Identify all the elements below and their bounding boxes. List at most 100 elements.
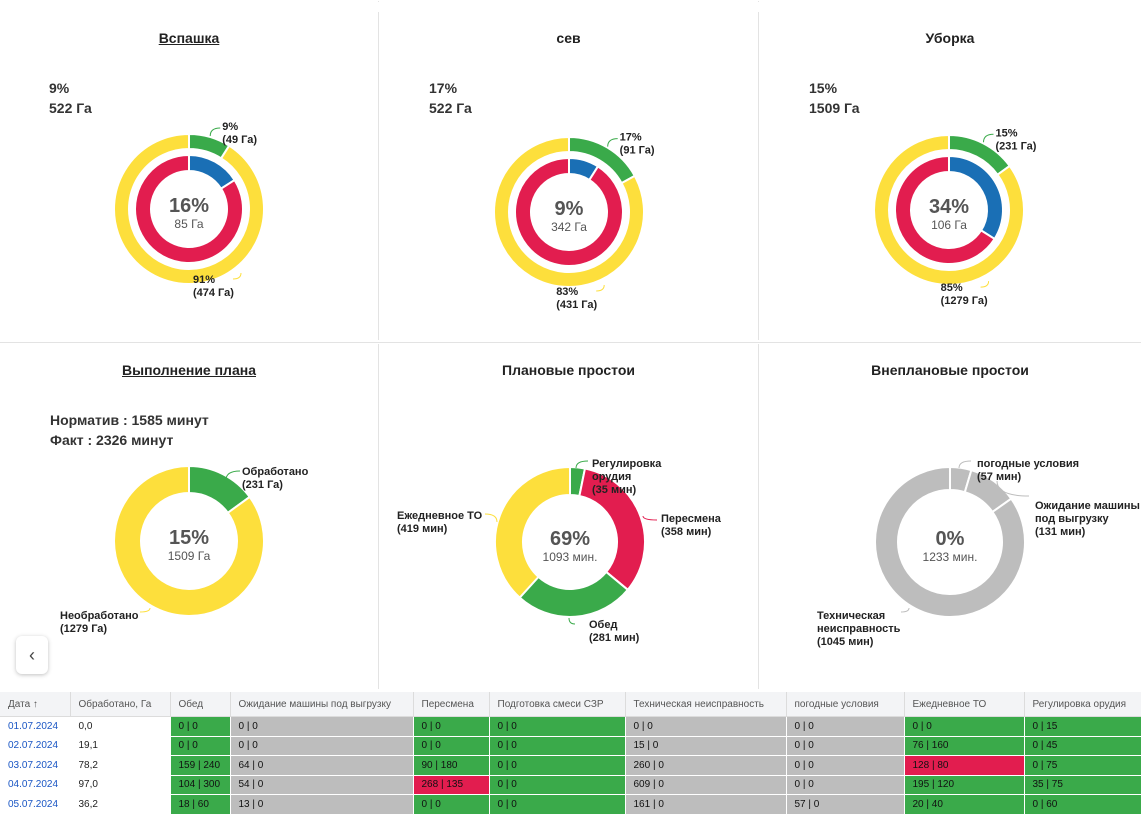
inner-slice[interactable]: [514, 156, 624, 267]
table-cell: 15 | 0: [625, 736, 787, 756]
column-header[interactable]: Ежедневное ТО: [904, 692, 1025, 717]
column-header[interactable]: погодные условия: [786, 692, 905, 717]
plan-slice[interactable]: [113, 464, 265, 617]
outer-slice[interactable]: [873, 133, 1025, 286]
donut-chart-vspashka: 16%85 Га 9% (49 Га) 91% (474 Га): [113, 121, 265, 299]
slice-label: 85% (1279 Га): [941, 282, 988, 307]
donut-chart-uborka: 34%106 Га 15% (231 Га) 85% (1279 Га): [873, 127, 1037, 307]
inner-slice[interactable]: [894, 154, 996, 265]
table-cell: 268 | 135: [413, 775, 490, 795]
column-header[interactable]: Техническая неисправность: [625, 692, 787, 717]
panel-sev: сев 17% 522 Га 9% 342 Га 17% (91 Га) 83% (431…: [379, 0, 758, 340]
percent-stat: 9%: [49, 80, 70, 96]
column-header[interactable]: Обработано, Га: [70, 692, 171, 717]
area-stat: 522 Га: [429, 100, 472, 116]
divider: [378, 12, 379, 340]
panel-title[interactable]: Вспашка: [158, 30, 220, 46]
column-header[interactable]: Пересмена: [413, 692, 490, 717]
slice-label: 91% (474 Га): [193, 274, 234, 299]
table-cell: 0 | 0: [786, 736, 905, 756]
percent-stat: 15%: [809, 80, 838, 96]
table-cell: 0 | 15: [1024, 716, 1141, 737]
area-stat: 1509 Га: [809, 100, 860, 116]
center-percent: 16%: [169, 195, 209, 217]
divider: [758, 344, 759, 689]
center-value: 1233 мин.: [923, 550, 978, 564]
donut-hole: [533, 176, 605, 248]
donut-hole: [153, 173, 225, 245]
leader-line: [209, 127, 221, 137]
table-cell: 195 | 120: [904, 775, 1025, 795]
table-row[interactable]: 04.07.2024 97,0 104 | 300 54 | 0 268 | 135 0 …: [0, 775, 1141, 795]
slice-label: Обед (281 мин): [589, 619, 640, 644]
table-cell: 0 | 0: [904, 716, 1025, 737]
table-cell: 0 | 0: [489, 716, 626, 737]
leader-line: [980, 281, 990, 288]
center-percent: 34%: [929, 196, 969, 218]
column-header[interactable]: Дата ↑: [0, 692, 71, 717]
planned-slice[interactable]: [578, 467, 646, 592]
table-cell: 0 | 0: [170, 736, 231, 756]
date-link[interactable]: 02.07.2024: [0, 736, 71, 756]
column-header[interactable]: Подготовка смеси СЗР: [489, 692, 626, 717]
donut-hole: [913, 174, 985, 246]
table-cell: 18 | 60: [170, 794, 231, 815]
slice-label: погодные условия (57 мин): [977, 458, 1079, 483]
leader-line: [139, 607, 151, 613]
outer-slice[interactable]: [113, 132, 265, 285]
slice-label: 83% (431 Га): [556, 286, 597, 311]
table-cell: 0 | 0: [786, 716, 905, 737]
unplanned-slice[interactable]: [874, 465, 1026, 618]
panel-plan: Выполнение плана Норматив : 1585 минут Ф…: [0, 344, 378, 689]
column-header[interactable]: Обед: [170, 692, 231, 717]
leader-line: [568, 617, 576, 625]
column-header[interactable]: Регулировка орудия: [1024, 692, 1141, 717]
center-value: 85 Га: [174, 217, 204, 231]
panel-title: Уборка: [925, 30, 975, 46]
donut-chart-plan: 15%1509 Га Обработано (231 Га) Необработано…: [60, 464, 309, 635]
fact-stat: Факт : 2326 минут: [50, 432, 174, 448]
date-link[interactable]: 03.07.2024: [0, 755, 71, 776]
date-link[interactable]: 04.07.2024: [0, 775, 71, 795]
panel-title[interactable]: Выполнение плана: [122, 362, 256, 378]
leader-line: [900, 607, 910, 613]
back-button[interactable]: ‹: [16, 636, 48, 674]
inner-slice[interactable]: [134, 153, 244, 264]
date-link[interactable]: 05.07.2024: [0, 794, 71, 815]
center-percent: 15%: [169, 527, 209, 549]
center-percent: 69%: [550, 528, 590, 550]
leader-line: [575, 460, 589, 469]
planned-slice[interactable]: [494, 465, 571, 600]
table-cell: 128 | 80: [904, 755, 1025, 776]
leader-line: [484, 513, 498, 523]
outer-slice[interactable]: [493, 135, 645, 288]
divider: [758, 12, 759, 340]
table-header: Дата ↑ Обработано, Га Обед Ожидание машины …: [0, 692, 1141, 717]
table-cell: 104 | 300: [170, 775, 231, 795]
leader-line: [225, 470, 241, 481]
panel-title: Внеплановые простои: [871, 362, 1029, 378]
slice-label: Регулировка орудия (35 мин): [592, 458, 662, 496]
column-header[interactable]: Ожидание машины под выгрузку: [230, 692, 414, 717]
leader-line: [596, 284, 605, 292]
center-percent: 0%: [936, 528, 965, 550]
slice-label: 17% (91 Га): [620, 132, 655, 157]
table-cell: 76 | 160: [904, 736, 1025, 756]
norm-stat: Норматив : 1585 минут: [50, 412, 209, 428]
table-cell: 0 | 0: [489, 755, 626, 776]
date-link[interactable]: 01.07.2024: [0, 716, 71, 737]
table-cell: 97,0: [70, 775, 171, 795]
divider: [378, 344, 379, 689]
table-cell: 13 | 0: [230, 794, 414, 815]
slice-label: Пересмена (358 мин): [661, 513, 722, 538]
chevron-left-icon: ‹: [29, 644, 35, 665]
panel-planned-downtime: Плановые простои 69% 1093 мин. Регулировка…: [379, 344, 758, 689]
table-cell: 0 | 0: [170, 716, 231, 737]
slice-label: Техническая неисправность (1045 мин): [817, 610, 901, 648]
table-row[interactable]: 03.07.2024 78,2 159 | 240 64 | 0 90 | 180 0 |…: [0, 755, 1141, 776]
table-cell: 64 | 0: [230, 755, 414, 776]
